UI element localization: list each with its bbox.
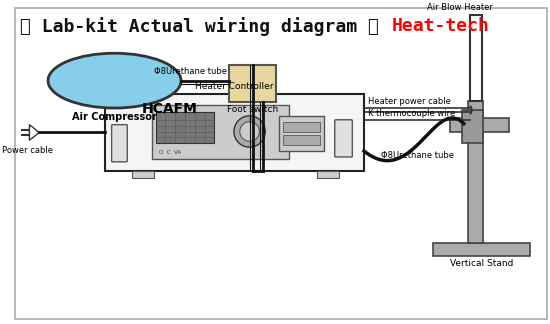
- Polygon shape: [29, 125, 39, 140]
- Text: Φ8Urethane tube: Φ8Urethane tube: [381, 151, 454, 160]
- Text: O  C  VA: O C VA: [158, 150, 181, 155]
- Text: Air Blow Heater: Air Blow Heater: [427, 3, 493, 12]
- FancyBboxPatch shape: [450, 118, 509, 132]
- FancyBboxPatch shape: [156, 112, 214, 143]
- Circle shape: [240, 122, 260, 141]
- Text: Heater Controller: Heater Controller: [195, 82, 274, 91]
- FancyBboxPatch shape: [335, 120, 353, 157]
- Ellipse shape: [48, 53, 181, 108]
- FancyBboxPatch shape: [152, 105, 289, 159]
- Circle shape: [234, 116, 265, 147]
- Text: Power cable: Power cable: [2, 146, 53, 155]
- Text: Vertical Stand: Vertical Stand: [450, 259, 513, 268]
- FancyBboxPatch shape: [283, 122, 320, 132]
- FancyBboxPatch shape: [229, 65, 276, 102]
- FancyBboxPatch shape: [279, 116, 324, 151]
- Text: 【 Lab-kit Actual wiring diagram 】: 【 Lab-kit Actual wiring diagram 】: [20, 17, 378, 36]
- FancyBboxPatch shape: [468, 101, 483, 243]
- FancyBboxPatch shape: [112, 125, 127, 162]
- FancyBboxPatch shape: [132, 171, 153, 178]
- Text: Heat-tech: Heat-tech: [392, 17, 490, 35]
- Text: HCAFM: HCAFM: [142, 102, 198, 116]
- Text: Heater power cable: Heater power cable: [368, 97, 451, 106]
- Text: Φ8Urethane tube: Φ8Urethane tube: [154, 67, 227, 76]
- FancyBboxPatch shape: [470, 15, 481, 101]
- FancyBboxPatch shape: [104, 94, 364, 171]
- FancyBboxPatch shape: [317, 171, 339, 178]
- Text: Air Compressor: Air Compressor: [72, 112, 157, 122]
- FancyBboxPatch shape: [462, 110, 483, 143]
- Text: K thermocouple wire: K thermocouple wire: [368, 109, 455, 118]
- FancyBboxPatch shape: [283, 135, 320, 145]
- FancyBboxPatch shape: [433, 243, 530, 256]
- FancyBboxPatch shape: [15, 8, 547, 319]
- Text: Foot switch: Foot switch: [227, 105, 278, 114]
